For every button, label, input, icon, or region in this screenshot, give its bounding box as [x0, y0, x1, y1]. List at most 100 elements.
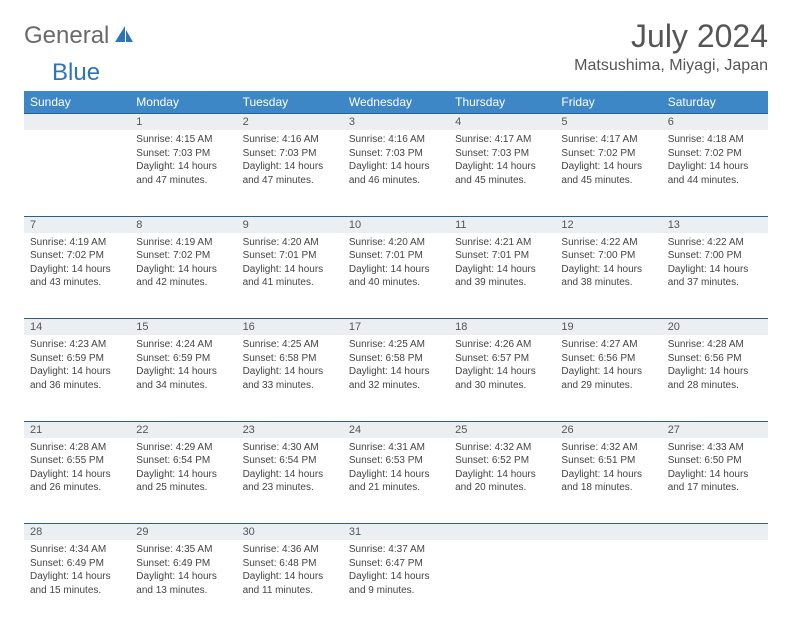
daylight-line: Daylight: 14 hours and 17 minutes. — [668, 468, 762, 495]
day-number-cell: 5 — [555, 114, 661, 131]
day-cell: Sunrise: 4:25 AMSunset: 6:58 PMDaylight:… — [237, 335, 343, 421]
weekday-header: Wednesday — [343, 91, 449, 114]
sunset-line: Sunset: 7:03 PM — [455, 147, 549, 161]
sunset-line: Sunset: 7:03 PM — [349, 147, 443, 161]
daylight-line: Daylight: 14 hours and 40 minutes. — [349, 263, 443, 290]
sunrise-line: Sunrise: 4:32 AM — [561, 441, 655, 455]
day-cell: Sunrise: 4:27 AMSunset: 6:56 PMDaylight:… — [555, 335, 661, 421]
sunrise-line: Sunrise: 4:16 AM — [349, 133, 443, 147]
sunset-line: Sunset: 6:59 PM — [30, 352, 124, 366]
day-details: Sunrise: 4:31 AMSunset: 6:53 PMDaylight:… — [343, 438, 449, 501]
day-details: Sunrise: 4:32 AMSunset: 6:52 PMDaylight:… — [449, 438, 555, 501]
sunset-line: Sunset: 7:02 PM — [136, 249, 230, 263]
day-cell: Sunrise: 4:30 AMSunset: 6:54 PMDaylight:… — [237, 438, 343, 524]
sunset-line: Sunset: 7:01 PM — [243, 249, 337, 263]
day-details: Sunrise: 4:17 AMSunset: 7:03 PMDaylight:… — [449, 130, 555, 193]
header: General July 2024 Matsushima, Miyagi, Ja… — [24, 18, 768, 75]
sunrise-line: Sunrise: 4:20 AM — [243, 236, 337, 250]
day-details: Sunrise: 4:17 AMSunset: 7:02 PMDaylight:… — [555, 130, 661, 193]
sunrise-line: Sunrise: 4:17 AM — [561, 133, 655, 147]
day-cell: Sunrise: 4:22 AMSunset: 7:00 PMDaylight:… — [662, 233, 768, 319]
daylight-line: Daylight: 14 hours and 20 minutes. — [455, 468, 549, 495]
day-cell: Sunrise: 4:37 AMSunset: 6:47 PMDaylight:… — [343, 540, 449, 626]
weekday-header: Sunday — [24, 91, 130, 114]
daylight-line: Daylight: 14 hours and 21 minutes. — [349, 468, 443, 495]
day-details: Sunrise: 4:19 AMSunset: 7:02 PMDaylight:… — [24, 233, 130, 296]
day-cell: Sunrise: 4:19 AMSunset: 7:02 PMDaylight:… — [24, 233, 130, 319]
daylight-line: Daylight: 14 hours and 45 minutes. — [455, 160, 549, 187]
sunset-line: Sunset: 6:57 PM — [455, 352, 549, 366]
day-number-cell: 18 — [449, 319, 555, 336]
daylight-line: Daylight: 14 hours and 28 minutes. — [668, 365, 762, 392]
sunrise-line: Sunrise: 4:16 AM — [243, 133, 337, 147]
sunset-line: Sunset: 6:49 PM — [30, 557, 124, 571]
day-number-cell: 6 — [662, 114, 768, 131]
daylight-line: Daylight: 14 hours and 23 minutes. — [243, 468, 337, 495]
day-number-cell — [24, 114, 130, 131]
weekday-header: Tuesday — [237, 91, 343, 114]
daylight-line: Daylight: 14 hours and 37 minutes. — [668, 263, 762, 290]
sunrise-line: Sunrise: 4:23 AM — [30, 338, 124, 352]
day-details: Sunrise: 4:24 AMSunset: 6:59 PMDaylight:… — [130, 335, 236, 398]
daylight-line: Daylight: 14 hours and 33 minutes. — [243, 365, 337, 392]
sunrise-line: Sunrise: 4:20 AM — [349, 236, 443, 250]
calendar-body: 123456Sunrise: 4:15 AMSunset: 7:03 PMDay… — [24, 114, 768, 626]
daylight-line: Daylight: 14 hours and 44 minutes. — [668, 160, 762, 187]
sunrise-line: Sunrise: 4:30 AM — [243, 441, 337, 455]
daylight-line: Daylight: 14 hours and 34 minutes. — [136, 365, 230, 392]
month-title: July 2024 — [574, 18, 768, 55]
day-details: Sunrise: 4:22 AMSunset: 7:00 PMDaylight:… — [662, 233, 768, 296]
day-number-cell: 29 — [130, 524, 236, 541]
day-details: Sunrise: 4:36 AMSunset: 6:48 PMDaylight:… — [237, 540, 343, 603]
day-cell: Sunrise: 4:16 AMSunset: 7:03 PMDaylight:… — [237, 130, 343, 216]
sunrise-line: Sunrise: 4:24 AM — [136, 338, 230, 352]
sunset-line: Sunset: 6:53 PM — [349, 454, 443, 468]
day-cell: Sunrise: 4:28 AMSunset: 6:55 PMDaylight:… — [24, 438, 130, 524]
daylight-line: Daylight: 14 hours and 45 minutes. — [561, 160, 655, 187]
daynum-row: 123456 — [24, 114, 768, 131]
day-cell: Sunrise: 4:17 AMSunset: 7:03 PMDaylight:… — [449, 130, 555, 216]
title-block: July 2024 Matsushima, Miyagi, Japan — [574, 18, 768, 75]
day-cell: Sunrise: 4:25 AMSunset: 6:58 PMDaylight:… — [343, 335, 449, 421]
sunset-line: Sunset: 6:50 PM — [668, 454, 762, 468]
day-cell: Sunrise: 4:16 AMSunset: 7:03 PMDaylight:… — [343, 130, 449, 216]
day-number-cell: 9 — [237, 216, 343, 233]
day-number-cell: 2 — [237, 114, 343, 131]
daylight-line: Daylight: 14 hours and 47 minutes. — [136, 160, 230, 187]
daynum-row: 21222324252627 — [24, 421, 768, 438]
week-row: Sunrise: 4:15 AMSunset: 7:03 PMDaylight:… — [24, 130, 768, 216]
week-row: Sunrise: 4:34 AMSunset: 6:49 PM Daylight:… — [24, 540, 768, 626]
daylight-line: Daylight: 14 hours and 46 minutes. — [349, 160, 443, 187]
day-cell: Sunrise: 4:17 AMSunset: 7:02 PMDaylight:… — [555, 130, 661, 216]
sunrise-line: Sunrise: 4:28 AM — [668, 338, 762, 352]
sunrise-line: Sunrise: 4:18 AM — [668, 133, 762, 147]
day-number-cell: 27 — [662, 421, 768, 438]
day-cell: Sunrise: 4:26 AMSunset: 6:57 PMDaylight:… — [449, 335, 555, 421]
sunset-line: Sunset: 6:51 PM — [561, 454, 655, 468]
sunrise-line: Sunrise: 4:21 AM — [455, 236, 549, 250]
daylight-line: Daylight: 14 hours and 11 minutes. — [243, 570, 337, 597]
sunset-line: Sunset: 7:02 PM — [561, 147, 655, 161]
week-row: Sunrise: 4:23 AMSunset: 6:59 PM Daylight:… — [24, 335, 768, 421]
daylight-line: Daylight: 14 hours and 32 minutes. — [349, 365, 443, 392]
day-cell: Sunrise: 4:20 AMSunset: 7:01 PMDaylight:… — [237, 233, 343, 319]
sunrise-line: Sunrise: 4:19 AM — [136, 236, 230, 250]
daylight-line: Daylight: 14 hours and 18 minutes. — [561, 468, 655, 495]
daylight-line: Daylight: 14 hours and 30 minutes. — [455, 365, 549, 392]
sunrise-line: Sunrise: 4:17 AM — [455, 133, 549, 147]
sunset-line: Sunset: 6:58 PM — [349, 352, 443, 366]
sunrise-line: Sunrise: 4:22 AM — [668, 236, 762, 250]
sunset-line: Sunset: 7:03 PM — [243, 147, 337, 161]
day-details: Sunrise: 4:20 AMSunset: 7:01 PMDaylight:… — [343, 233, 449, 296]
daylight-line: Daylight: 14 hours and 43 minutes. — [30, 263, 124, 290]
sunset-line: Sunset: 7:02 PM — [668, 147, 762, 161]
day-number-cell: 21 — [24, 421, 130, 438]
day-number-cell: 26 — [555, 421, 661, 438]
sunrise-line: Sunrise: 4:34 AM — [30, 543, 124, 557]
day-cell — [662, 540, 768, 626]
day-cell: Sunrise: 4:36 AMSunset: 6:48 PMDaylight:… — [237, 540, 343, 626]
logo-text-general: General — [24, 22, 109, 50]
day-number-cell: 11 — [449, 216, 555, 233]
sunset-line: Sunset: 6:56 PM — [561, 352, 655, 366]
day-details: Sunrise: 4:22 AMSunset: 7:00 PMDaylight:… — [555, 233, 661, 296]
